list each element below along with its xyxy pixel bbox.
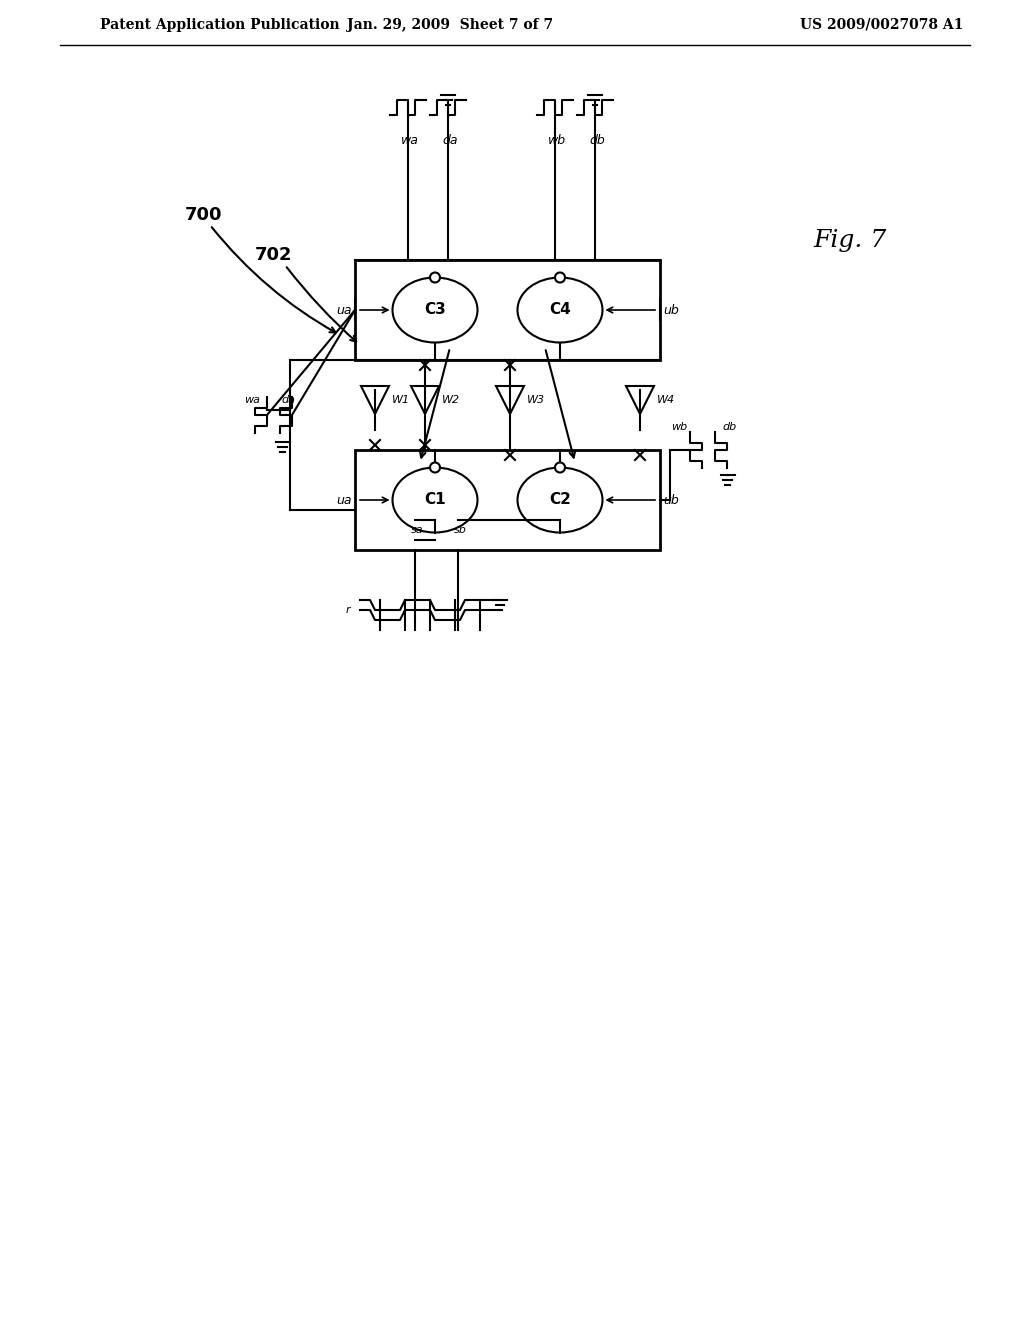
Text: W1: W1 bbox=[392, 395, 411, 405]
Text: C2: C2 bbox=[549, 492, 571, 507]
Text: sb: sb bbox=[454, 525, 467, 535]
Text: r: r bbox=[345, 605, 350, 615]
Bar bbox=[355, 450, 660, 550]
Text: db: db bbox=[589, 133, 605, 147]
Ellipse shape bbox=[392, 467, 477, 532]
Text: wa: wa bbox=[401, 133, 419, 147]
Text: US 2009/0027078 A1: US 2009/0027078 A1 bbox=[800, 18, 964, 32]
Bar bbox=[355, 260, 660, 360]
Text: C1: C1 bbox=[424, 492, 445, 507]
Ellipse shape bbox=[517, 277, 602, 342]
Text: da: da bbox=[281, 395, 295, 405]
Ellipse shape bbox=[392, 277, 477, 342]
Text: C3: C3 bbox=[424, 302, 445, 318]
Circle shape bbox=[555, 272, 565, 282]
Circle shape bbox=[555, 462, 565, 473]
Text: wb: wb bbox=[548, 133, 566, 147]
Text: sa: sa bbox=[411, 525, 423, 535]
Text: W2: W2 bbox=[442, 395, 460, 405]
Text: W4: W4 bbox=[657, 395, 675, 405]
Text: Jan. 29, 2009  Sheet 7 of 7: Jan. 29, 2009 Sheet 7 of 7 bbox=[347, 18, 553, 32]
Text: ua: ua bbox=[337, 304, 352, 317]
Text: db: db bbox=[723, 422, 737, 432]
Ellipse shape bbox=[517, 467, 602, 532]
Text: 700: 700 bbox=[185, 206, 222, 224]
Text: ua: ua bbox=[337, 494, 352, 507]
Text: Patent Application Publication: Patent Application Publication bbox=[100, 18, 340, 32]
Text: wa: wa bbox=[244, 395, 260, 405]
Circle shape bbox=[430, 272, 440, 282]
Circle shape bbox=[430, 462, 440, 473]
Text: Fig. 7: Fig. 7 bbox=[813, 228, 887, 252]
Text: da: da bbox=[442, 133, 458, 147]
Text: W3: W3 bbox=[527, 395, 545, 405]
Text: 702: 702 bbox=[255, 246, 293, 264]
Text: ub: ub bbox=[663, 494, 679, 507]
Text: ub: ub bbox=[663, 304, 679, 317]
Text: wb: wb bbox=[671, 422, 687, 432]
Text: C4: C4 bbox=[549, 302, 570, 318]
